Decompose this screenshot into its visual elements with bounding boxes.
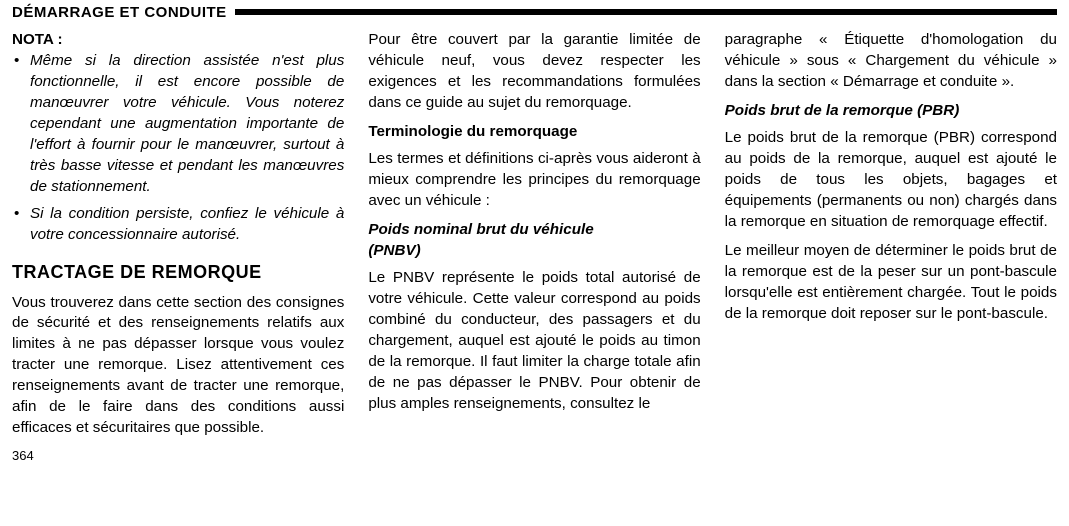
col2-paragraph-3: Le PNBV représente le poids total autori… [368, 268, 700, 415]
nota-list: Même si la direction assistée n'est plus… [12, 51, 344, 246]
subhead-terminologie: Terminologie du remorquage [368, 122, 700, 143]
columns: NOTA : Même si la direction assistée n'e… [12, 30, 1057, 465]
page: DÉMARRAGE ET CONDUITE NOTA : Même si la … [0, 0, 1069, 526]
page-number: 364 [12, 447, 344, 465]
subhead-pnbv: Poids nominal brut du véhicule (PNBV) [368, 220, 700, 262]
nota-item-2: Si la condition persiste, confiez le véh… [12, 204, 344, 246]
nota-label: NOTA : [12, 30, 344, 51]
section-heading-tractage: TRACTAGE DE REMORQUE [12, 260, 344, 285]
header-rule [235, 9, 1057, 15]
subhead-pnbv-line1: Poids nominal brut du véhicule [368, 221, 593, 238]
nota-item-1: Même si la direction assistée n'est plus… [12, 51, 344, 198]
col3-paragraph-1: paragraphe « Étiquette d'homologation du… [725, 30, 1057, 93]
column-3: paragraphe « Étiquette d'homologation du… [725, 30, 1057, 465]
col3-paragraph-3: Le meilleur moyen de déterminer le poids… [725, 241, 1057, 325]
col2-paragraph-2: Les termes et définitions ci-après vous … [368, 149, 700, 212]
column-1: NOTA : Même si la direction assistée n'e… [12, 30, 344, 465]
col1-paragraph-1: Vous trouverez dans cette section des co… [12, 293, 344, 440]
header-title: DÉMARRAGE ET CONDUITE [12, 4, 235, 21]
col2-paragraph-1: Pour être couvert par la garantie limité… [368, 30, 700, 114]
page-header: DÉMARRAGE ET CONDUITE [12, 0, 1057, 24]
col3-paragraph-2: Le poids brut de la remorque (PBR) cor­r… [725, 128, 1057, 233]
subhead-pbr: Poids brut de la remorque (PBR) [725, 101, 1057, 122]
column-2: Pour être couvert par la garantie limité… [368, 30, 700, 465]
subhead-pnbv-line2: (PNBV) [368, 242, 420, 259]
